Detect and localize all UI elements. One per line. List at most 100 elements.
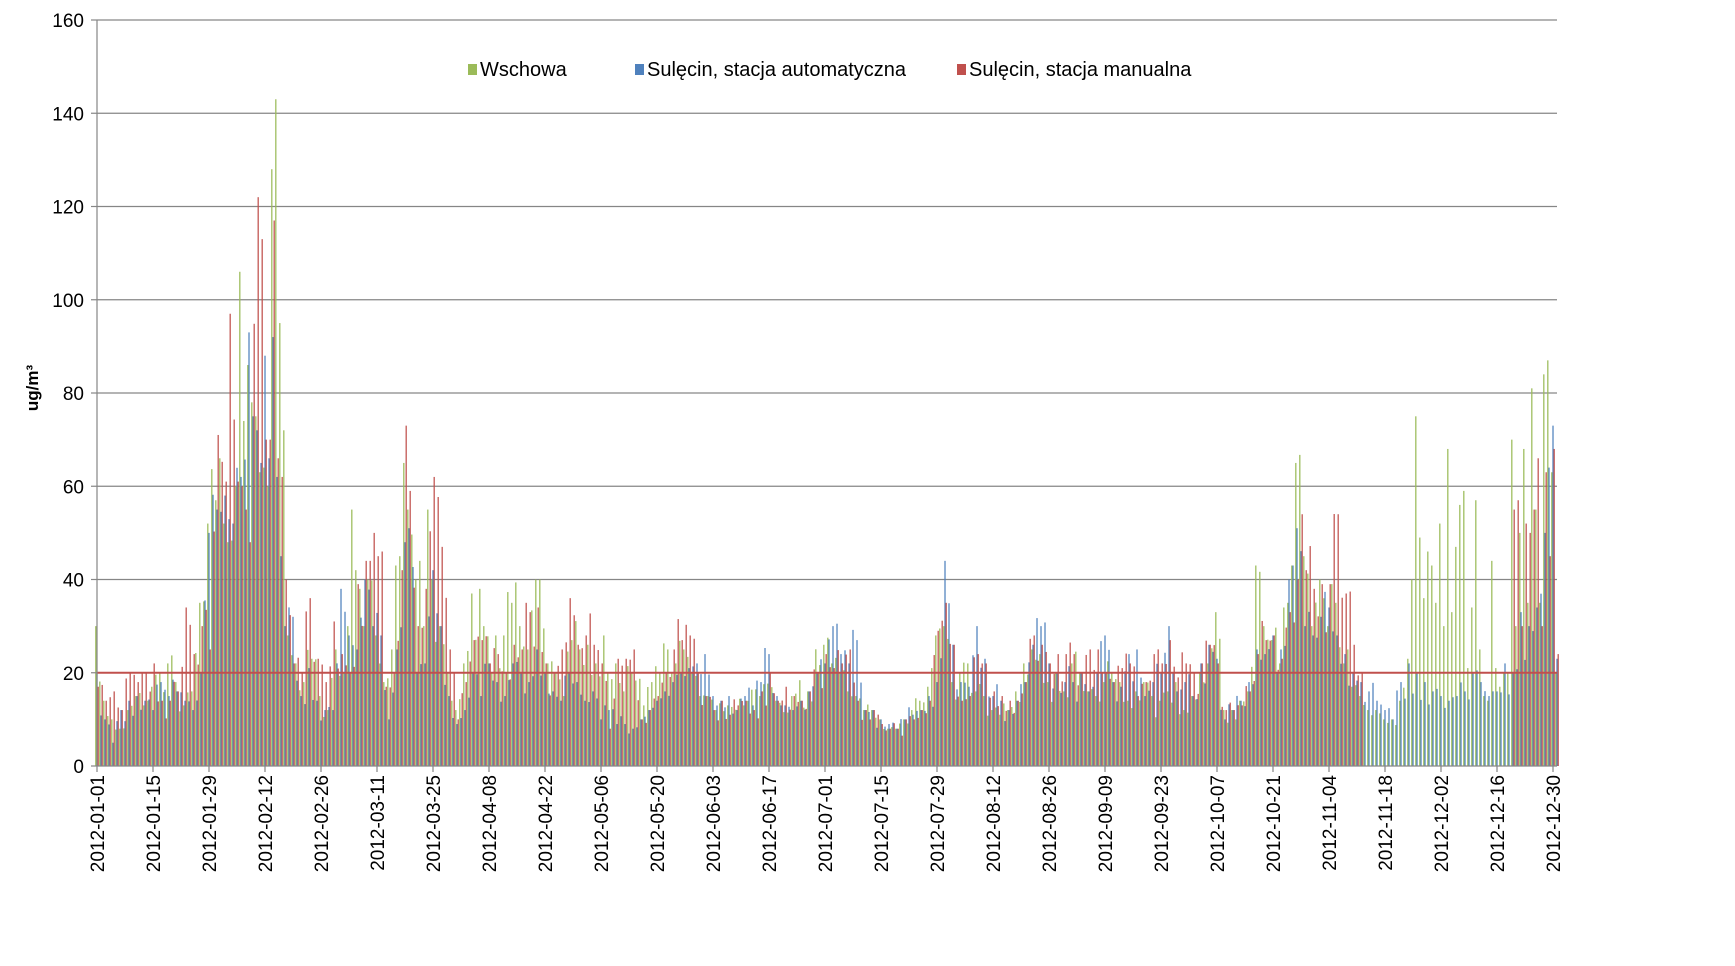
bar-3-361 <box>1541 626 1543 767</box>
bar-1-44 <box>271 169 273 766</box>
bar-2-135 <box>636 727 638 766</box>
bar-1-335 <box>1435 602 1437 766</box>
bar-1-91 <box>459 699 461 766</box>
bar-2-85 <box>436 613 438 766</box>
bar-1-341 <box>1459 504 1461 766</box>
bar-3-354 <box>1513 509 1515 766</box>
bar-2-333 <box>1428 704 1430 766</box>
bar-2-136 <box>640 719 642 767</box>
bar-1-79 <box>411 534 413 766</box>
bar-2-173 <box>788 706 790 766</box>
bar-2-240 <box>1056 672 1058 766</box>
bar-3-116 <box>561 649 563 766</box>
bar-1-187 <box>843 670 845 766</box>
bar-3-299 <box>1293 622 1295 766</box>
bar-2-205 <box>916 710 918 766</box>
bar-3-229 <box>1013 712 1015 766</box>
legend-swatch-1 <box>468 64 477 75</box>
bar-1-43 <box>267 486 269 766</box>
bar-1-159 <box>731 706 733 766</box>
bar-3-356 <box>1521 626 1523 767</box>
bar-1-47 <box>283 430 285 766</box>
bar-2-186 <box>840 654 842 766</box>
bar-2-32 <box>224 495 226 766</box>
legend-label-3: Sulęcin, stacja manualna <box>969 59 1192 81</box>
bar-3-70 <box>377 556 379 766</box>
x-tick-label-25: 2012-12-16 <box>1488 775 1509 872</box>
bar-1-61 <box>339 675 341 766</box>
bar-1-354 <box>1511 439 1513 767</box>
bar-1-332 <box>1423 598 1425 766</box>
bar-2-245 <box>1076 701 1078 766</box>
bar-1-290 <box>1255 565 1257 766</box>
bar-3-166 <box>761 691 763 766</box>
bar-1-192 <box>863 710 865 766</box>
bar-3-267 <box>1165 663 1167 766</box>
bar-3-355 <box>1517 500 1519 766</box>
bar-2-124 <box>592 691 594 766</box>
bar-2-200 <box>896 728 898 766</box>
bar-1-11 <box>139 693 141 766</box>
bar-1-176 <box>799 680 801 766</box>
bar-1-277 <box>1203 682 1205 766</box>
bar-3-261 <box>1141 683 1143 766</box>
x-tick-label-8: 2012-04-22 <box>536 775 557 872</box>
bar-1-203 <box>907 723 909 766</box>
bar-1-166 <box>759 696 761 766</box>
bar-3-130 <box>617 658 619 766</box>
bar-1-343 <box>1467 668 1469 766</box>
bar-3-175 <box>797 701 799 766</box>
bar-1-128 <box>607 672 609 766</box>
bar-3-209 <box>933 655 935 766</box>
bar-3-103 <box>509 679 511 766</box>
bar-3-19 <box>173 681 175 766</box>
bar-3-207 <box>925 713 927 766</box>
bar-3-290 <box>1257 654 1259 766</box>
bar-2-3 <box>108 724 110 766</box>
bar-3-197 <box>885 730 887 766</box>
legend-label-2: Sulęcin, stacja automatyczna <box>647 59 907 81</box>
bar-1-36 <box>239 271 241 766</box>
bar-1-292 <box>1263 626 1265 767</box>
bar-2-47 <box>284 626 286 767</box>
bar-2-142 <box>664 691 666 766</box>
bar-1-344 <box>1471 607 1473 766</box>
bar-1-263 <box>1147 682 1149 766</box>
bar-2-232 <box>1024 682 1026 766</box>
bar-3-359 <box>1533 509 1535 766</box>
bar-1-300 <box>1295 462 1297 766</box>
bar-3-293 <box>1269 640 1271 766</box>
bar-2-265 <box>1156 663 1158 766</box>
bar-1-297 <box>1283 607 1285 766</box>
bar-1-219 <box>971 692 973 766</box>
bar-3-17 <box>165 718 167 766</box>
series-2-bars <box>96 332 1558 767</box>
bar-1-105 <box>515 582 517 766</box>
bar-2-107 <box>524 693 526 766</box>
bar-1-336 <box>1439 523 1441 766</box>
bar-3-191 <box>861 719 863 766</box>
bar-1-49 <box>291 655 293 766</box>
y-tick-label-100: 100 <box>52 291 84 312</box>
bar-3-202 <box>905 719 907 767</box>
bar-1-302 <box>1303 556 1305 766</box>
bar-1-211 <box>939 628 941 766</box>
bar-3-298 <box>1289 612 1291 766</box>
bar-2-257 <box>1124 671 1126 766</box>
bar-1-280 <box>1215 612 1217 766</box>
bar-3-219 <box>973 657 975 766</box>
bar-2-64 <box>352 645 354 766</box>
bar-1-115 <box>555 672 557 766</box>
bar-2-290 <box>1256 649 1258 766</box>
bar-3-86 <box>441 546 443 766</box>
bar-2-321 <box>1380 704 1382 766</box>
bar-1-283 <box>1227 722 1229 766</box>
bar-2-127 <box>604 705 606 766</box>
bar-2-325 <box>1396 690 1398 766</box>
bar-3-208 <box>929 700 931 766</box>
bar-1-175 <box>795 693 797 766</box>
bar-2-252 <box>1104 635 1106 766</box>
bar-1-180 <box>815 649 817 766</box>
bar-3-263 <box>1149 680 1151 766</box>
bar-1-342 <box>1463 490 1465 766</box>
